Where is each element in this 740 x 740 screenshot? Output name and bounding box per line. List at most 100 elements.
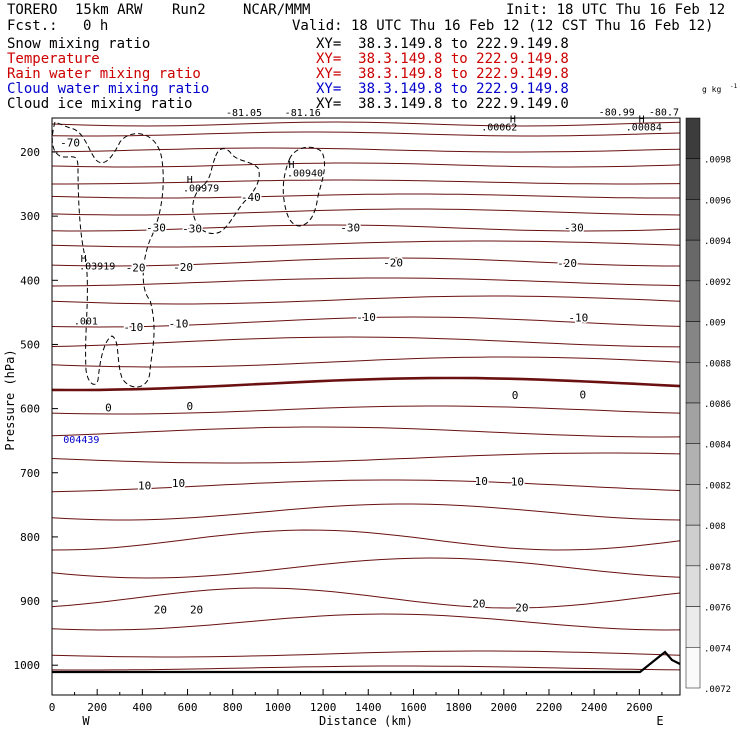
temp-label-0-1: 0 [186, 400, 193, 413]
isotherm-1 [51, 131, 681, 137]
temp-label--30-1: -30 [182, 222, 202, 235]
plot-border [51, 117, 681, 696]
extremum-label-15: H [81, 254, 87, 265]
legend-cloud-water: Cloud water mixing ratio [7, 81, 210, 97]
y-tick-label-300: 300 [20, 210, 40, 223]
isotherm-0 [51, 121, 681, 127]
isotherm-23 [51, 587, 681, 609]
x-west-label: W [82, 714, 90, 728]
x-tick-label-1400: 1400 [355, 701, 382, 714]
colorbar-swatch-13 [685, 647, 701, 689]
colorbar-swatch-9 [685, 484, 701, 526]
colorbar-swatch-12 [685, 606, 701, 648]
x-tick-label-600: 600 [178, 701, 198, 714]
temp-label--20-0: -20 [126, 261, 146, 274]
temp-label-10-0: 10 [138, 480, 151, 493]
init-time: Init: 18 UTC Thu 16 Feb 12 [506, 2, 726, 18]
colorbar-tick-9: .008 [704, 522, 726, 532]
isotherm-13 [51, 336, 681, 348]
y-tick-label-400: 400 [20, 274, 40, 287]
isotherm-2 [51, 147, 681, 153]
colorbar-swatch-2 [685, 199, 701, 241]
temp-label--30-2: -30 [340, 222, 360, 235]
y-tick-label-900: 900 [20, 595, 40, 608]
colorbar-tick-5: .0088 [704, 359, 731, 369]
y-tick-label-1000: 1000 [14, 659, 41, 672]
temp-label--20-1: -20 [173, 261, 193, 274]
x-east-label: E [656, 714, 663, 728]
colorbar-swatch-5 [685, 321, 701, 363]
x-tick-label-1000: 1000 [265, 701, 292, 714]
colorbar-swatch-8 [685, 443, 701, 485]
extremum-label-12: H [639, 115, 645, 126]
x-tick-label-2600: 2600 [626, 701, 653, 714]
temp-label-0-0: 0 [105, 401, 112, 414]
isotherm-12 [51, 316, 681, 328]
temp-label-10-3: 10 [511, 476, 524, 489]
colorbar-tick-4: .009 [704, 319, 726, 329]
x-tick-label-1800: 1800 [445, 701, 472, 714]
model-name: TORERO [7, 2, 58, 18]
organization: NCAR/MMM [243, 2, 311, 18]
x-tick-label-1600: 1600 [400, 701, 427, 714]
temp-label--10-0: -10 [123, 321, 143, 334]
extremum-label-0: -81.05 [226, 108, 262, 119]
temp-label-20-3: 20 [515, 601, 528, 614]
legend-temperature: Temperature [7, 51, 100, 67]
temp-label-0-3: 0 [580, 388, 587, 401]
temp-label--20-3: -20 [557, 257, 577, 270]
legend-cloud-water-xy: XY= 38.3.149.8 to 222.9.149.8 [316, 81, 569, 97]
model-resolution: 15km ARW [75, 2, 143, 18]
x-axis-title: Distance (km) [319, 714, 413, 728]
x-tick-label-2400: 2400 [581, 701, 608, 714]
isotherm-14 [51, 356, 681, 368]
temperature-contours [51, 121, 681, 674]
isotherm-3 [51, 162, 681, 168]
y-tick-label-700: 700 [20, 467, 40, 480]
isotherm-8 [51, 240, 681, 248]
x-tick-label-2200: 2200 [536, 701, 563, 714]
forecast-value: 0 h [83, 18, 109, 34]
temp-label--10-2: -10 [356, 311, 376, 324]
temp-label-20-1: 20 [190, 603, 203, 616]
temp-label--30-0: -30 [146, 222, 166, 235]
isotherm-26 [51, 665, 681, 671]
isotherm-16 [51, 405, 681, 415]
extremum-label-10: 004439 [63, 435, 99, 446]
extremum-label-13: H [187, 175, 193, 186]
extremum-label-6: .00979 [183, 183, 219, 194]
colorbar-swatch-6 [685, 362, 701, 404]
temp-label-10-1: 10 [172, 477, 185, 490]
forecast-label: Fcst.: [7, 18, 58, 34]
colorbar-tick-8: .0082 [704, 481, 731, 491]
temp-label--40-0: -40 [241, 191, 261, 204]
terrain-line [52, 650, 681, 674]
legend-temperature-xy: XY= 38.3.149.8 to 222.9.149.8 [316, 51, 569, 67]
colorbar-swatch-1 [685, 158, 701, 200]
extremum-label-5: .00084 [626, 122, 662, 133]
legend-snow-xy: XY= 38.3.149.8 to 222.9.149.8 [316, 36, 569, 52]
x-tick-label-1200: 1200 [310, 701, 337, 714]
axes: 0 200 400 600 800 1000 1200 1400 1600 1800 2000 220… [3, 146, 664, 728]
x-tick-label-800: 800 [223, 701, 243, 714]
isotherm-19 [51, 479, 681, 493]
colorbar-swatch-0 [685, 117, 701, 159]
colorbar-swatch-3 [685, 239, 701, 282]
temp-label--70-0: -70 [60, 136, 80, 149]
isotherm-25 [51, 650, 681, 658]
x-tick-label-0: 0 [49, 701, 56, 714]
temp-label-20-2: 20 [472, 598, 485, 611]
extremum-label-14: H [288, 160, 294, 171]
colorbar-unit: g kg [702, 85, 721, 94]
cloud-ice-contours [51, 121, 325, 388]
colorbar-swatch-11 [685, 565, 701, 607]
colorbar-swatch-10 [685, 524, 701, 567]
isotherm-20 [51, 503, 681, 521]
isotherm-5 [51, 193, 680, 199]
legend-cloud-ice: Cloud ice mixing ratio [7, 96, 193, 112]
valid-time: Valid: 18 UTC Thu 16 Feb 12 (12 CST Thu … [292, 18, 714, 34]
isotherm-9 [51, 257, 680, 267]
colorbar-swatch-7 [685, 402, 701, 444]
extremum-label-8: .03919 [79, 262, 115, 273]
colorbar-tick-13: .0072 [704, 685, 731, 695]
